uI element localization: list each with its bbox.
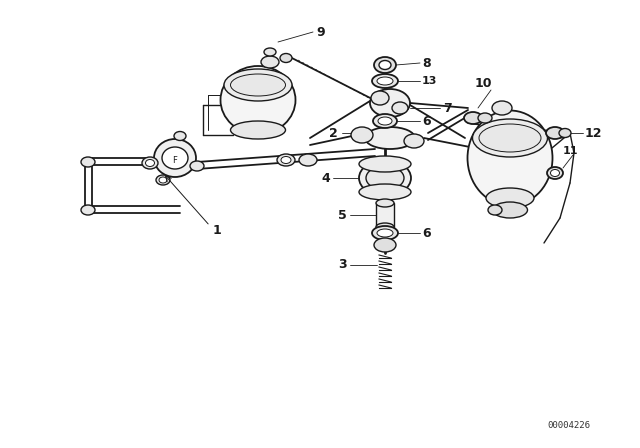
Ellipse shape [351,127,373,143]
Ellipse shape [546,127,564,139]
Ellipse shape [81,205,95,215]
Ellipse shape [359,160,411,196]
Ellipse shape [370,89,410,117]
Ellipse shape [467,111,552,206]
Ellipse shape [464,112,482,124]
Ellipse shape [472,119,547,157]
Ellipse shape [280,53,292,63]
Text: 6: 6 [422,115,431,128]
Ellipse shape [478,113,492,123]
Text: 3: 3 [339,258,347,271]
Ellipse shape [81,157,95,167]
Ellipse shape [373,114,397,128]
Text: 6: 6 [422,227,431,240]
Ellipse shape [230,121,285,139]
Text: 12: 12 [585,126,602,139]
Ellipse shape [404,134,424,148]
Ellipse shape [277,154,295,166]
Ellipse shape [162,147,188,169]
Text: 10: 10 [474,77,492,90]
Ellipse shape [156,175,170,185]
Ellipse shape [377,229,393,237]
Ellipse shape [379,60,391,69]
Ellipse shape [174,132,186,141]
Ellipse shape [392,102,408,114]
Ellipse shape [365,127,415,149]
Ellipse shape [374,238,396,252]
Text: 9: 9 [316,26,324,39]
Ellipse shape [145,159,154,167]
Text: 2: 2 [329,126,338,139]
Ellipse shape [547,167,563,179]
Text: 00004226: 00004226 [547,421,590,430]
Text: F: F [173,155,177,164]
Ellipse shape [281,156,291,164]
Ellipse shape [221,66,296,134]
Ellipse shape [142,157,158,169]
Ellipse shape [550,169,559,177]
Ellipse shape [224,69,292,101]
Ellipse shape [159,177,167,183]
Ellipse shape [378,117,392,125]
Ellipse shape [261,56,279,68]
Text: 1: 1 [213,224,221,237]
Text: 13: 13 [422,76,437,86]
Ellipse shape [154,139,196,177]
Ellipse shape [479,124,541,152]
Ellipse shape [190,161,204,171]
Ellipse shape [486,188,534,208]
Ellipse shape [299,154,317,166]
Ellipse shape [559,129,571,138]
Text: 5: 5 [339,208,347,221]
Bar [376,203,394,227]
Text: 4: 4 [321,172,330,185]
Ellipse shape [372,74,398,88]
Ellipse shape [492,101,512,115]
Ellipse shape [376,223,394,231]
Ellipse shape [371,91,389,105]
Ellipse shape [374,57,396,73]
Ellipse shape [488,205,502,215]
Ellipse shape [493,202,527,218]
Ellipse shape [359,156,411,172]
Text: 11: 11 [563,146,578,156]
Ellipse shape [377,77,393,85]
Ellipse shape [366,166,404,190]
Ellipse shape [264,48,276,56]
Text: 8: 8 [422,56,431,69]
Ellipse shape [372,226,398,240]
Ellipse shape [230,74,285,96]
Ellipse shape [359,184,411,200]
Text: 7: 7 [443,102,452,115]
Ellipse shape [376,199,394,207]
